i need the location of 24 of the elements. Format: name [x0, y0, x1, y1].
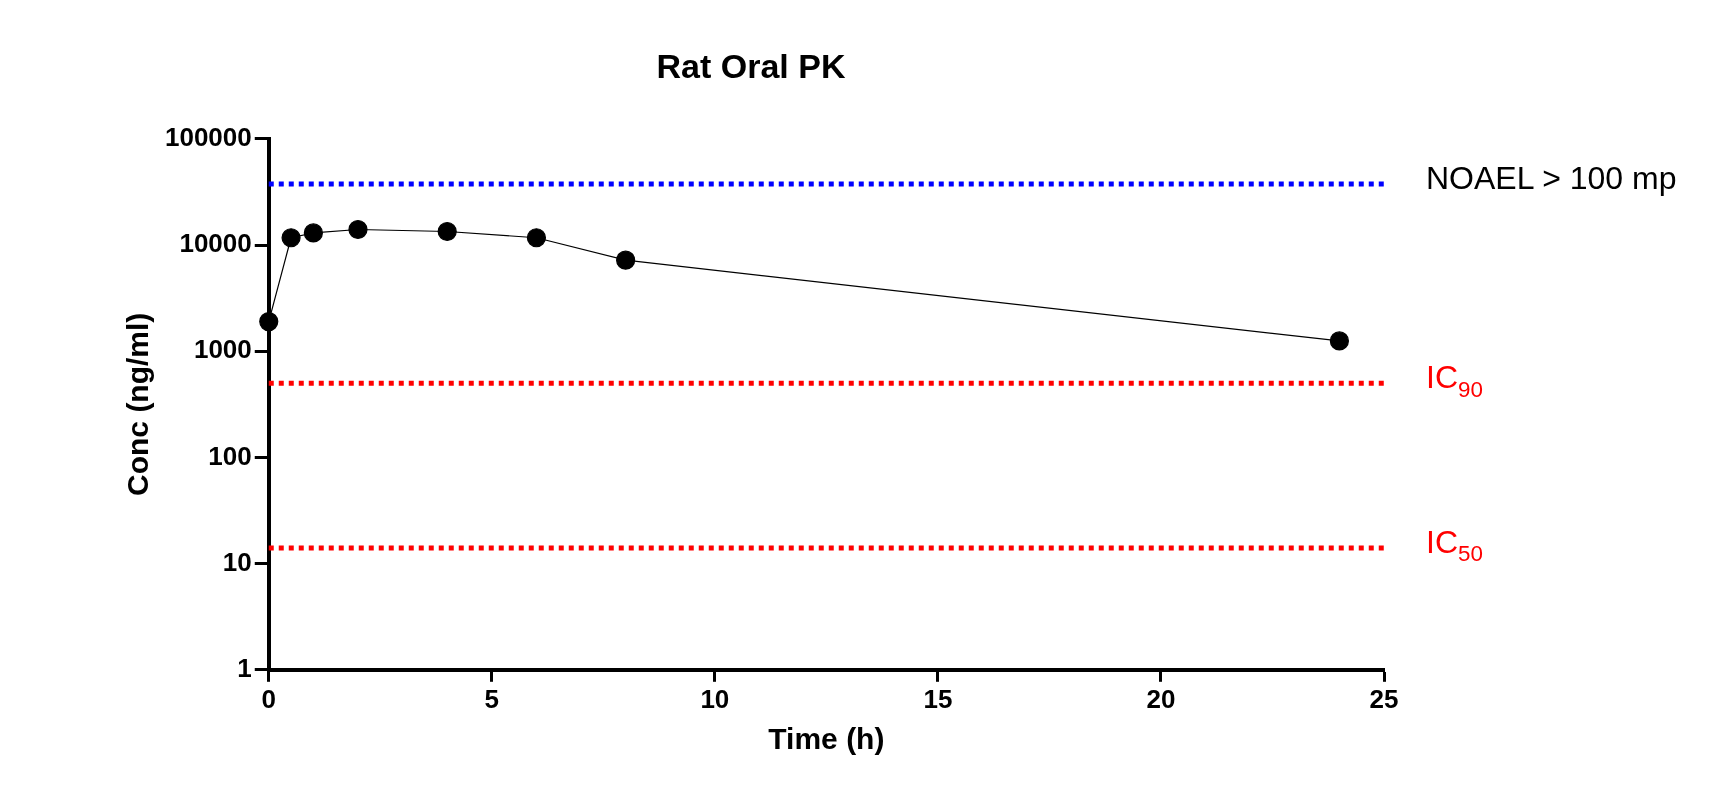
point: [348, 219, 368, 240]
y-tick-label: 10000: [179, 228, 252, 259]
x-tick-label: 20: [1146, 683, 1176, 714]
ref-line-label: NOAEL > 100 mp: [1426, 159, 1677, 196]
point: [616, 250, 636, 270]
y-axis-title: Conc (ng/ml): [121, 312, 155, 496]
point: [303, 223, 323, 243]
point: [259, 312, 279, 332]
x-tick-label: 10: [700, 683, 730, 714]
y-tick-label: 10: [222, 546, 252, 577]
y-tick-label: 1000: [193, 334, 252, 365]
chart-title: Rat Oral PK: [656, 46, 846, 85]
y-tick-label: 100000: [164, 121, 252, 152]
x-tick-label: 25: [1369, 683, 1399, 714]
point: [437, 221, 457, 242]
y-tick-label: 100: [208, 440, 252, 471]
point: [1329, 331, 1349, 351]
x-tick-label: 15: [923, 683, 953, 714]
x-tick-label: 0: [261, 683, 276, 714]
x-axis-title: Time (h): [768, 722, 885, 756]
x-tick-label: 5: [484, 683, 500, 714]
y-tick-label: 1: [237, 652, 252, 683]
point: [526, 228, 547, 248]
point: [281, 228, 301, 248]
